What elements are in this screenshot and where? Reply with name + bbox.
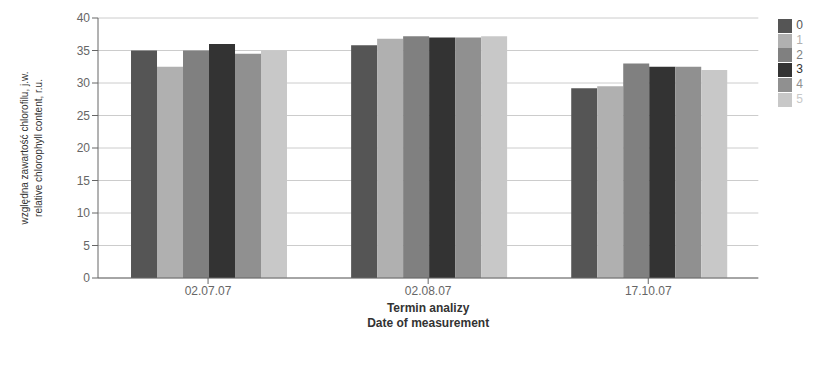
svg-text:17.10.07: 17.10.07 [625, 284, 672, 298]
svg-text:Termin analizyDate of measurem: Termin analizyDate of measurement [367, 301, 489, 330]
html-text:3: 3 [796, 62, 803, 77]
html-text:0: 0 [796, 18, 803, 32]
html-text:2: 2 [796, 47, 803, 62]
svg-text:25: 25 [77, 109, 91, 123]
svg-text:02.07.07: 02.07.07 [185, 284, 232, 298]
svg-text:względna zawartość chlorofilu,: względna zawartość chlorofilu, j.w.relat… [19, 72, 44, 226]
svg-text:30: 30 [77, 76, 91, 90]
html-text:1: 1 [796, 32, 803, 47]
svg-text:02.08.07: 02.08.07 [405, 284, 452, 298]
svg-text:15: 15 [77, 174, 91, 188]
svg-text:5: 5 [83, 239, 90, 253]
svg-text:35: 35 [77, 44, 91, 58]
svg-text:10: 10 [77, 206, 91, 220]
svg-text:20: 20 [77, 141, 91, 155]
html-text:5: 5 [796, 92, 803, 107]
svg-text:0: 0 [83, 271, 90, 285]
html-text:4: 4 [796, 77, 803, 92]
svg-text:40: 40 [77, 11, 91, 25]
